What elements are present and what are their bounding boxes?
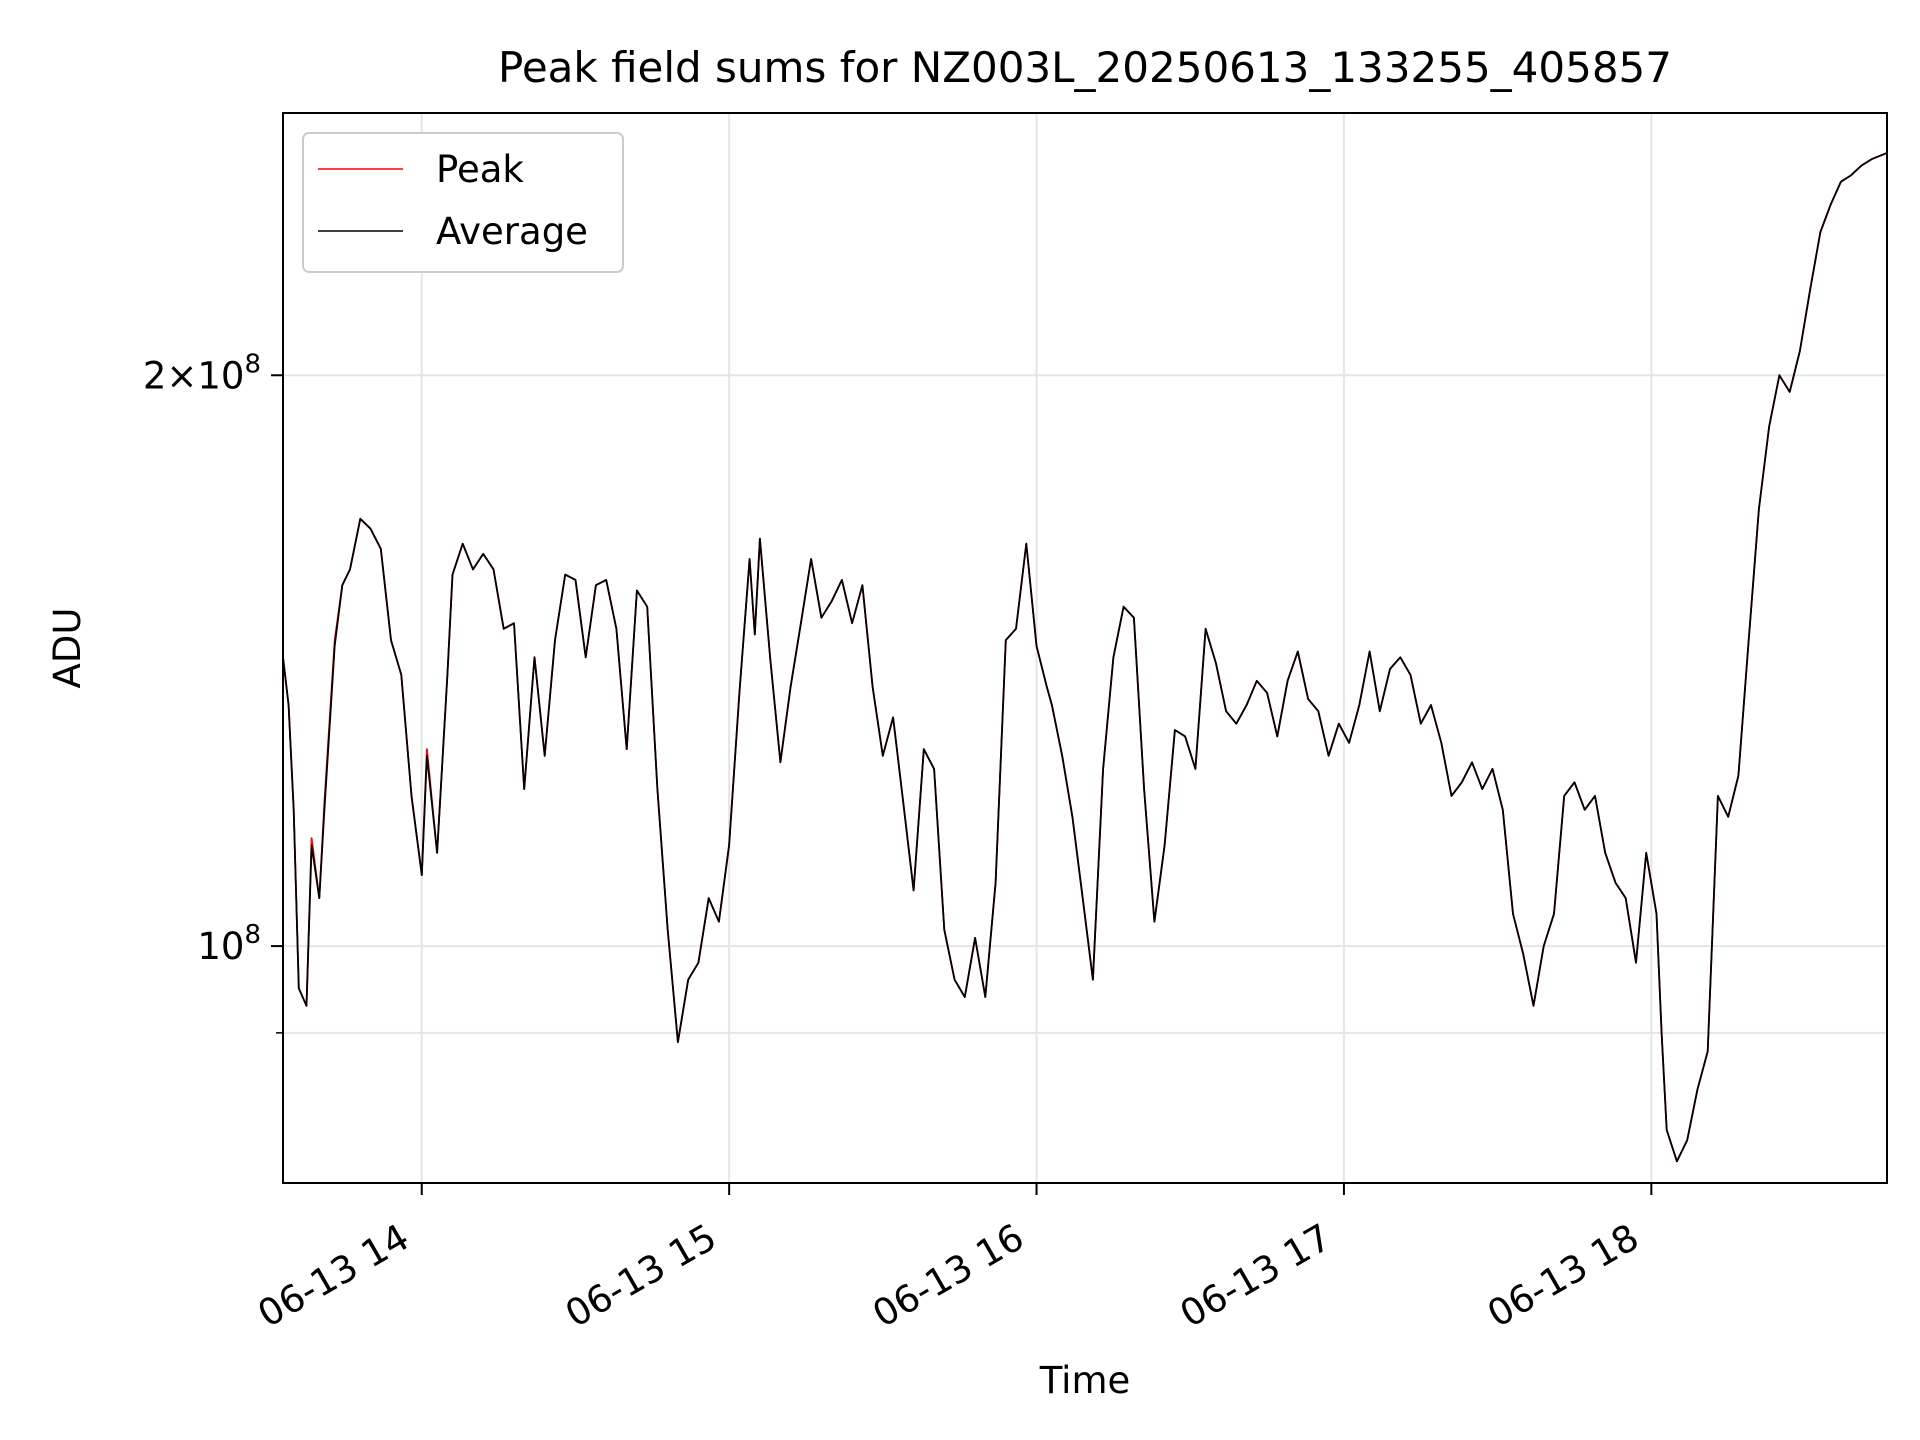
- x-tick-label: 06-13 16: [865, 1216, 1031, 1336]
- series-lines: [282, 151, 1888, 1163]
- series-line-peak: [282, 151, 1888, 1163]
- y-axis-ticks: 108 2×108: [143, 349, 283, 1034]
- x-axis-label: Time: [1039, 1359, 1131, 1402]
- plot-area-frame: [282, 112, 1888, 1184]
- chart-legend: Peak Average: [302, 132, 624, 273]
- grid-lines: [283, 113, 1887, 1183]
- x-tick-label: 06-13 18: [1480, 1216, 1646, 1336]
- y-tick-label: 2×108: [143, 349, 261, 397]
- chart-title: Peak field sums for NZ003L_20250613_1332…: [498, 43, 1672, 92]
- x-tick-label: 06-13 17: [1173, 1216, 1339, 1336]
- x-tick-label: 06-13 15: [558, 1216, 724, 1336]
- legend-box: [302, 132, 624, 273]
- x-axis-ticks: 06-13 14 06-13 15 06-13 16 06-13 17 06-13 18: [251, 1183, 1653, 1336]
- series-line-average: [282, 151, 1888, 1163]
- y-axis-label: ADU: [46, 608, 89, 689]
- y-tick-label: 108: [197, 920, 261, 968]
- legend-label-average: Average: [436, 210, 588, 253]
- x-tick-label: 06-13 14: [251, 1216, 417, 1336]
- legend-label-peak: Peak: [436, 148, 524, 191]
